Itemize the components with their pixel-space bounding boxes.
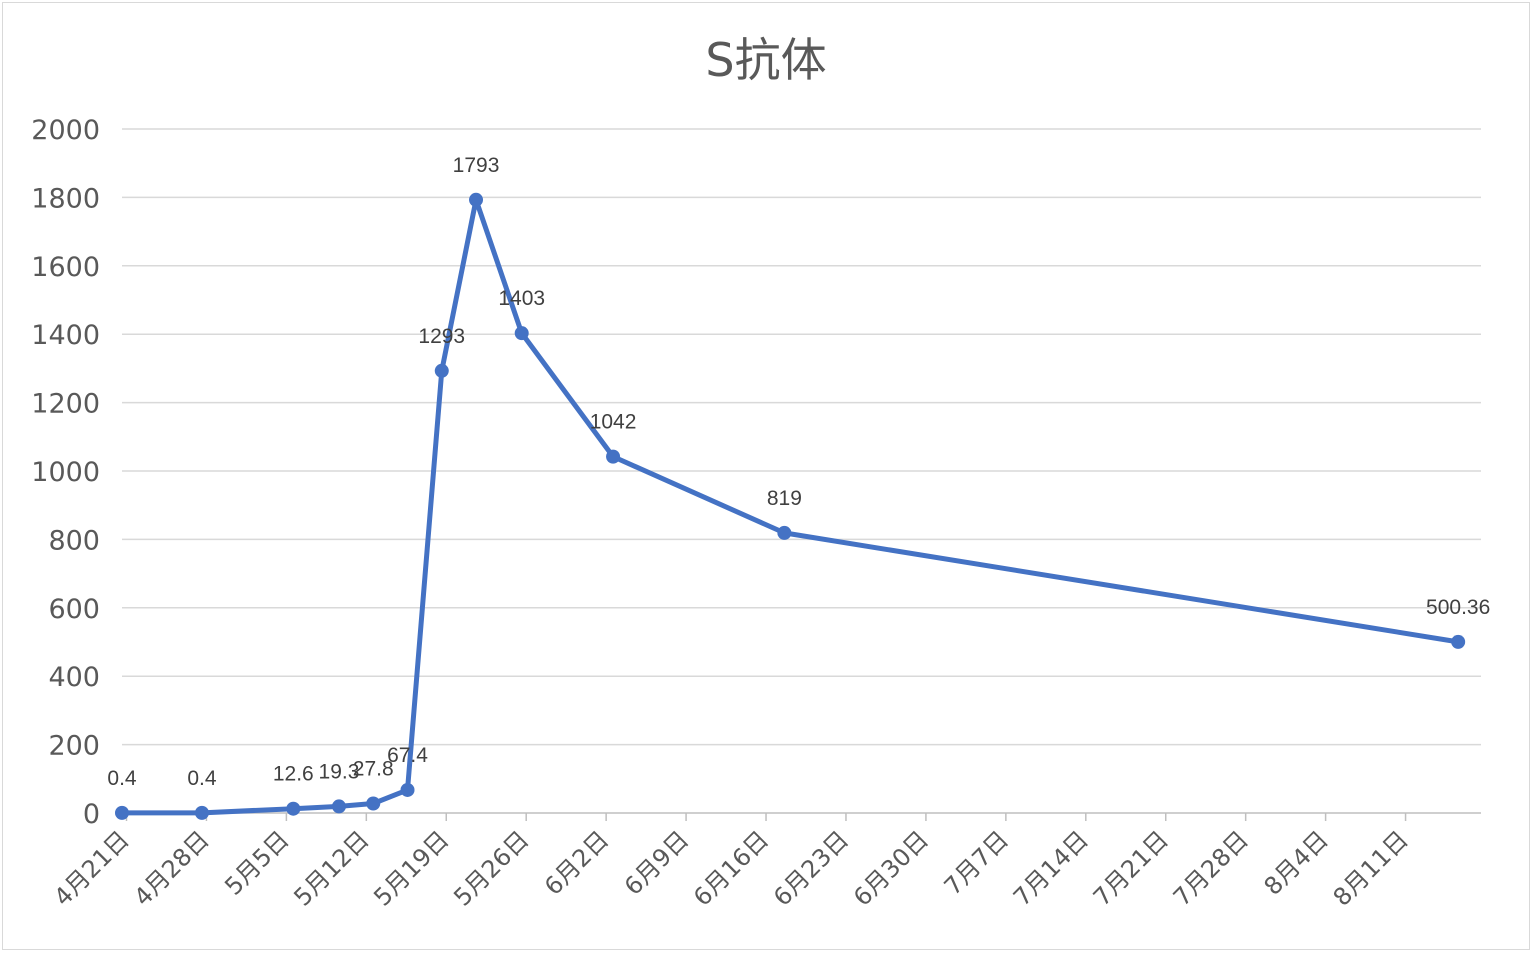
data-point (606, 449, 621, 464)
x-tick-label: 5月5日 (219, 825, 294, 900)
y-tick-label: 400 (48, 662, 100, 693)
data-point (1451, 634, 1466, 649)
y-tick-label: 600 (48, 594, 100, 625)
data-point (469, 192, 484, 207)
data-point (194, 805, 209, 820)
y-tick-label: 0 (83, 799, 100, 830)
data-point (514, 326, 529, 341)
data-point (331, 799, 346, 814)
x-tick-label: 5月19日 (368, 825, 454, 911)
data-label: 1793 (453, 154, 500, 177)
y-tick-label: 1000 (31, 457, 100, 488)
data-label: 12.6 (273, 763, 314, 786)
data-label: 27.8 (353, 757, 394, 780)
data-label: 1293 (418, 325, 465, 348)
x-tick-label: 6月16日 (688, 825, 774, 911)
data-point (400, 782, 415, 797)
y-tick-label: 2000 (31, 115, 100, 146)
x-tick-label: 6月30日 (848, 825, 934, 911)
y-axis-ticks: 0 200 400 600 800 1000 1200 1400 1600 1800 2000 (31, 115, 100, 830)
data-label: 500.36 (1426, 596, 1490, 619)
x-tick-label: 7月14日 (1008, 825, 1094, 911)
x-tick-label: 8月4日 (1259, 825, 1334, 900)
x-tick-label: 6月9日 (619, 825, 694, 900)
x-tick-label: 4月28日 (129, 825, 215, 911)
x-tick-label: 7月28日 (1168, 825, 1254, 911)
data-labels: 0.4 0.4 12.6 19.327.867.4 1293 1793 1403 1042 81… (107, 154, 1490, 790)
data-point (286, 801, 301, 816)
gridlines (122, 128, 1481, 814)
series (115, 192, 1466, 820)
y-tick-label: 800 (48, 525, 100, 556)
x-tick-label: 8月11日 (1328, 825, 1414, 911)
y-tick-label: 1200 (31, 389, 100, 420)
x-tick-label: 7月21日 (1088, 825, 1174, 911)
data-point (434, 363, 449, 378)
y-tick-label: 1600 (31, 252, 100, 283)
chart-title: S抗体 (705, 33, 826, 87)
x-tick-label: 4月21日 (49, 825, 135, 911)
data-label: 1403 (498, 287, 545, 310)
data-label: 0.4 (187, 767, 217, 790)
data-label: 1042 (590, 411, 637, 434)
x-tick-label: 6月23日 (768, 825, 854, 911)
x-tick-label: 6月2日 (539, 825, 614, 900)
y-tick-label: 1400 (31, 320, 100, 351)
series-line (119, 197, 1461, 816)
data-point (366, 796, 381, 811)
y-tick-label: 1800 (31, 183, 100, 214)
data-label: 67.4 (387, 744, 428, 767)
data-label: 19.3 (319, 760, 360, 783)
x-tick-label: 7月7日 (939, 825, 1014, 900)
x-tick-label: 5月12日 (288, 825, 374, 911)
data-point (115, 805, 129, 820)
data-point (777, 525, 792, 540)
data-label: 0.4 (107, 767, 137, 790)
y-tick-label: 200 (48, 731, 100, 762)
data-label: 819 (767, 487, 802, 510)
x-tick-label: 5月26日 (448, 825, 534, 911)
